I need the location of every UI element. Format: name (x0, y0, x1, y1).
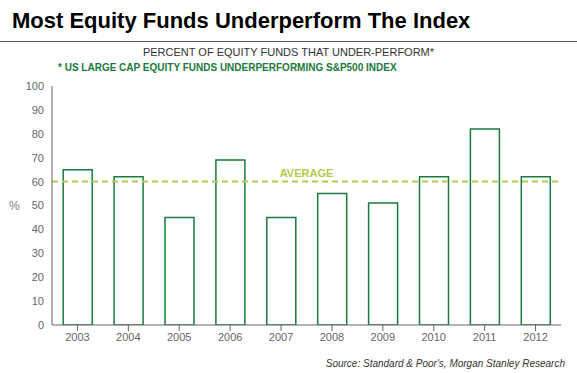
svg-text:90: 90 (32, 104, 44, 116)
svg-text:2004: 2004 (116, 331, 140, 343)
html-text:Most Equity Funds Underperform: Most Equity Funds Underperform The Index (12, 8, 471, 33)
html-text:* US LARGE CAP EQUITY FUNDS UN: * US LARGE CAP EQUITY FUNDS UNDERPERFORM… (58, 62, 397, 73)
svg-text:2010: 2010 (422, 331, 446, 343)
svg-text:30: 30 (32, 247, 44, 259)
svg-text:40: 40 (32, 223, 44, 235)
svg-text:10: 10 (32, 295, 44, 307)
svg-text:80: 80 (32, 128, 44, 140)
svg-text:100: 100 (26, 80, 44, 92)
svg-text:2008: 2008 (320, 331, 344, 343)
svg-text:2009: 2009 (371, 331, 395, 343)
svg-text:AVERAGE: AVERAGE (280, 167, 334, 179)
svg-text:2003: 2003 (65, 331, 89, 343)
svg-text:2012: 2012 (523, 331, 547, 343)
svg-text:60: 60 (32, 176, 44, 188)
html-text:Source: Standard & Poor's, Mor: Source: Standard & Poor's, Morgan Stanle… (325, 358, 565, 369)
svg-text:%: % (9, 199, 20, 213)
svg-text:2007: 2007 (269, 331, 293, 343)
svg-text:50: 50 (32, 199, 44, 211)
svg-text:2006: 2006 (218, 331, 242, 343)
svg-text:0: 0 (38, 319, 44, 331)
svg-text:20: 20 (32, 271, 44, 283)
svg-text:70: 70 (32, 152, 44, 164)
html-text:PERCENT OF EQUITY FUNDS THAT U: PERCENT OF EQUITY FUNDS THAT UNDER-PERFO… (142, 46, 435, 58)
svg-text:2011: 2011 (473, 331, 497, 343)
svg-text:2005: 2005 (167, 331, 191, 343)
